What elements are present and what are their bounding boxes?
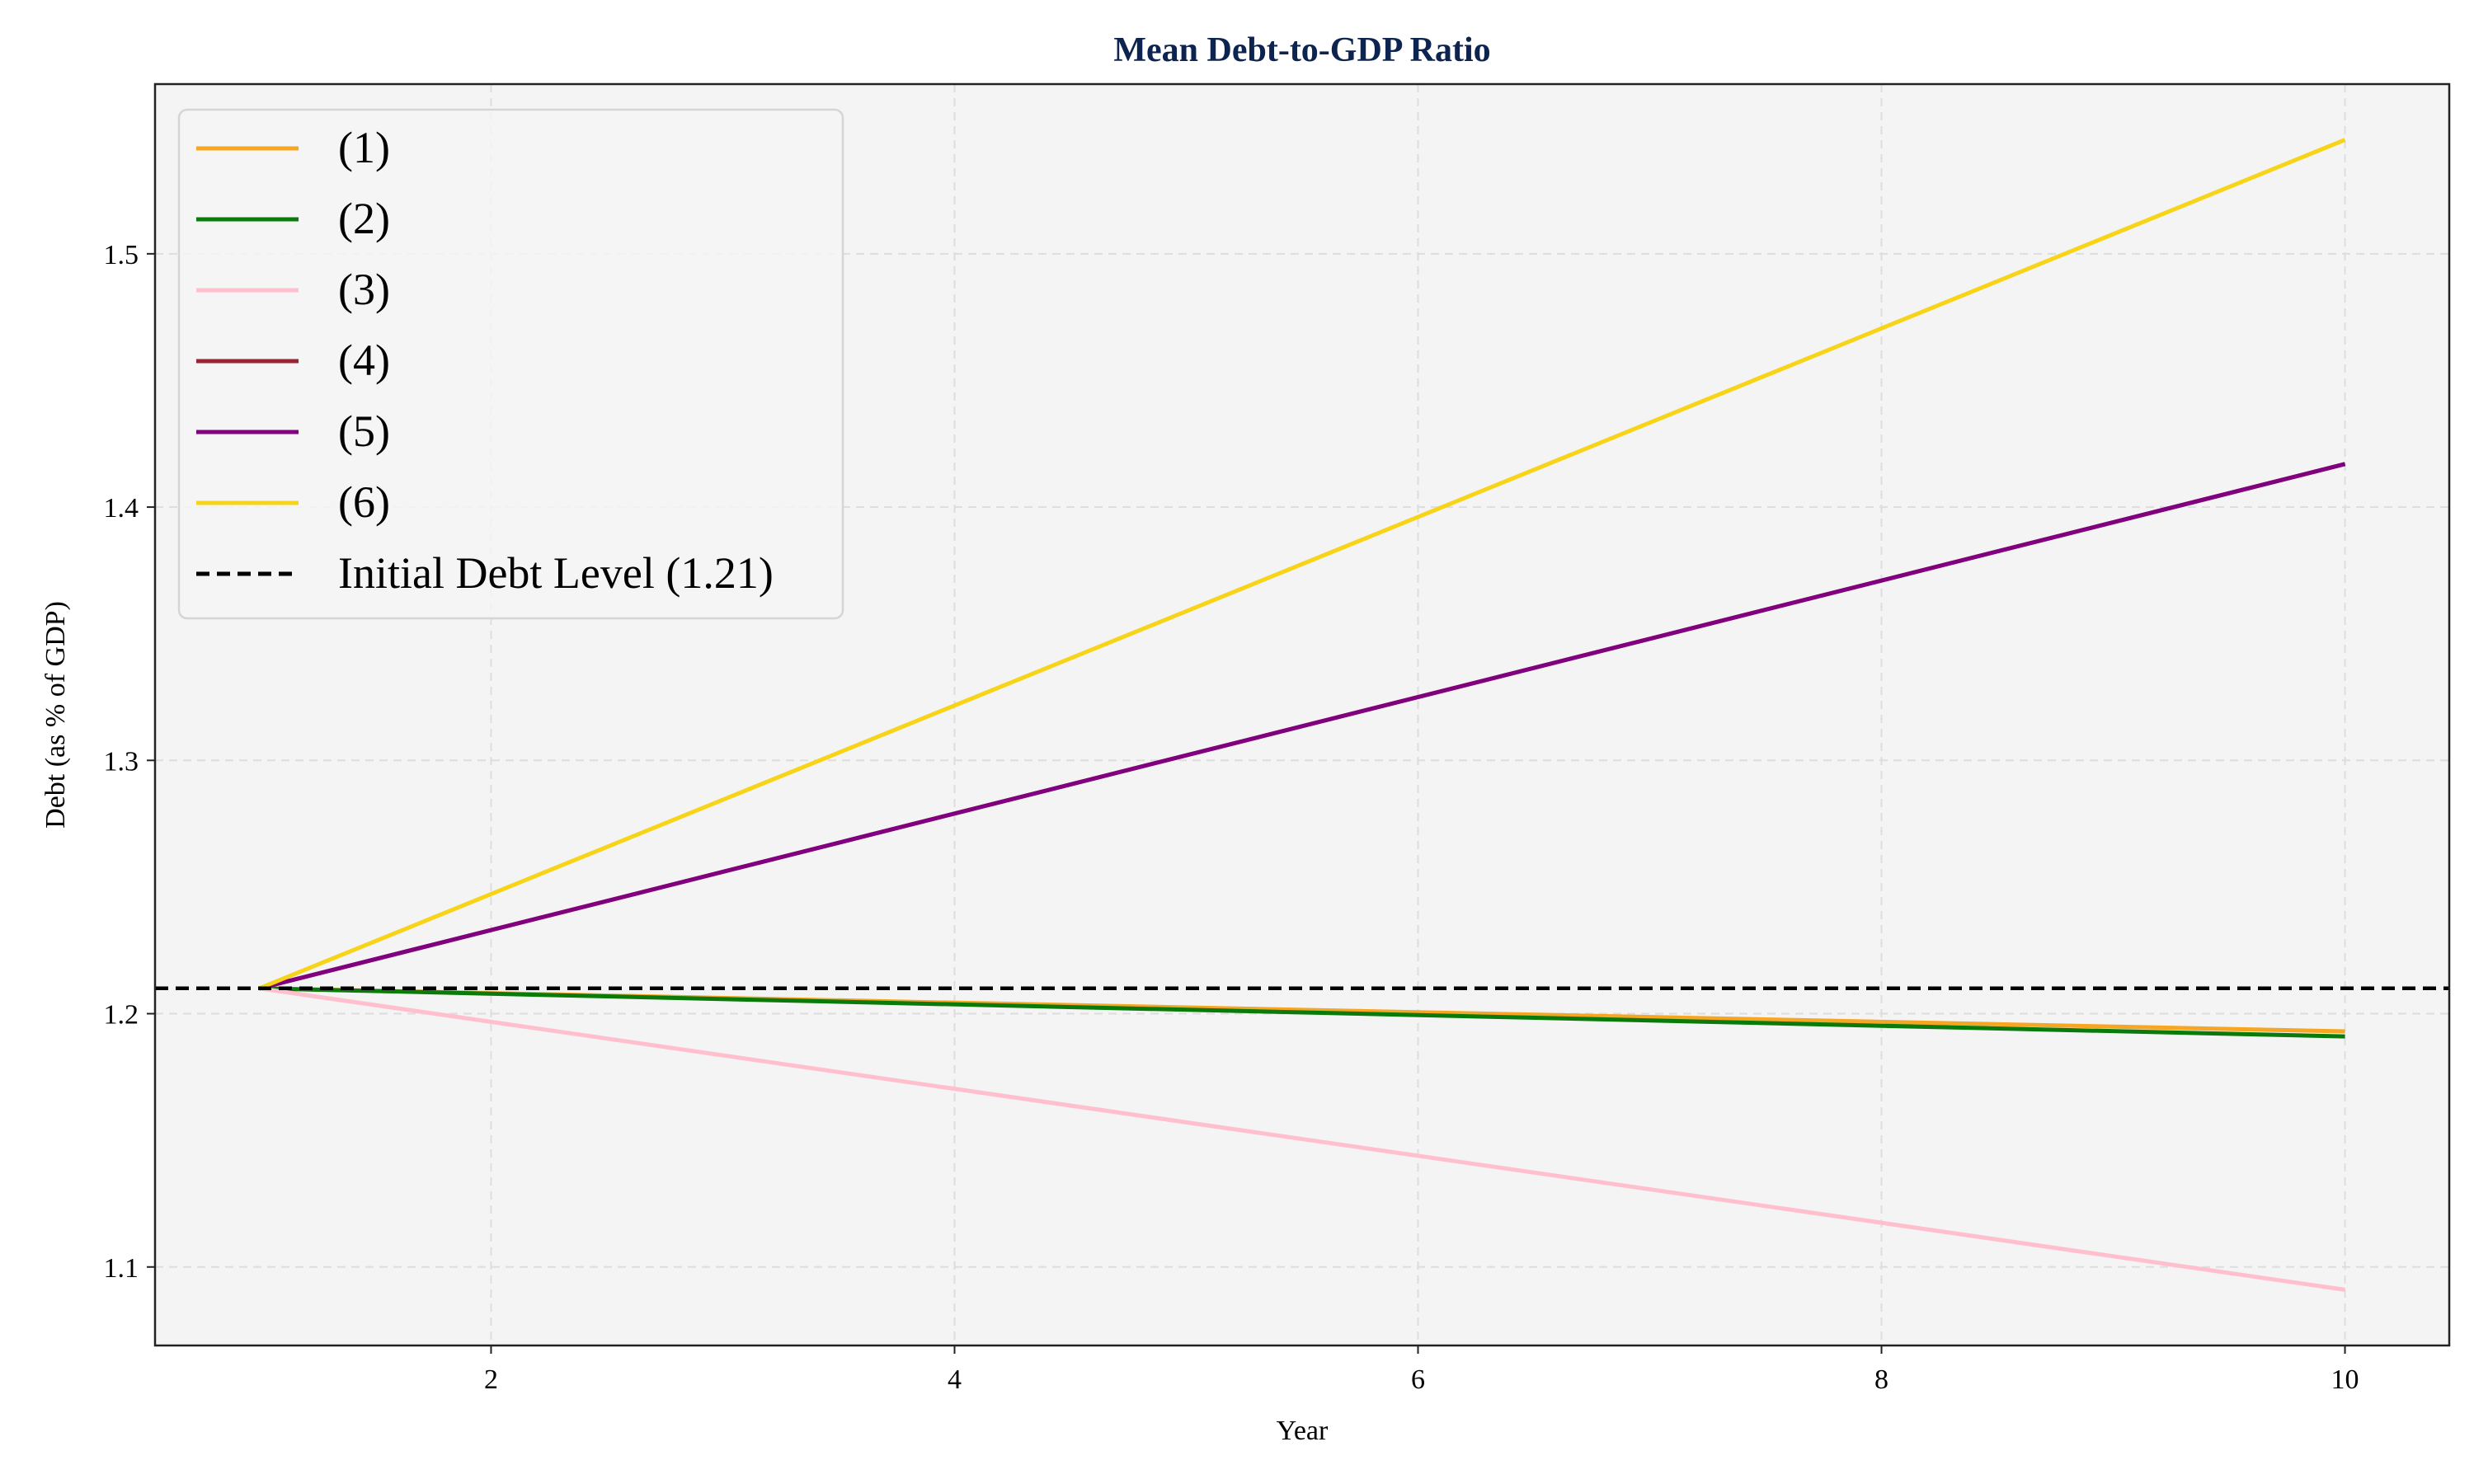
x-tick-label: 6 bbox=[1411, 1364, 1425, 1395]
legend-label: (1) bbox=[338, 123, 390, 172]
legend-label: Initial Debt Level (1.21) bbox=[338, 548, 774, 598]
series-line-3 bbox=[259, 986, 2345, 1292]
chart-title: Mean Debt-to-GDP Ratio bbox=[1113, 31, 1490, 69]
legend-label: (3) bbox=[338, 265, 390, 314]
legend-label: (4) bbox=[338, 336, 390, 385]
y-tick-label: 1.2 bbox=[104, 1000, 139, 1031]
series-lines bbox=[258, 138, 2346, 1292]
y-tick-label: 1.3 bbox=[104, 746, 139, 777]
legend-items: (1) (2) (3) (4) (5) (6) Initial Debt Level (1.… bbox=[196, 123, 774, 598]
plot-frame bbox=[153, 82, 2451, 1347]
series-line-5 bbox=[258, 462, 2346, 991]
legend-label: (6) bbox=[338, 477, 390, 527]
series-line-2 bbox=[259, 986, 2345, 1039]
x-axis: 2 4 6 8 10 bbox=[484, 1345, 2359, 1395]
y-axis-label: Debt (as % of GDP) bbox=[40, 601, 71, 829]
y-tick-label: 1.5 bbox=[104, 240, 139, 270]
legend-label: (5) bbox=[338, 406, 390, 456]
x-tick-label: 8 bbox=[1874, 1364, 1888, 1395]
y-axis: 1.1 1.2 1.3 1.4 1.5 bbox=[104, 240, 155, 1284]
x-tick-label: 2 bbox=[484, 1364, 498, 1395]
legend-box bbox=[177, 108, 844, 620]
y-tick-label: 1.1 bbox=[104, 1253, 139, 1284]
x-tick-label: 4 bbox=[948, 1364, 962, 1395]
legend-label: (2) bbox=[338, 194, 390, 243]
x-axis-label: Year bbox=[1277, 1416, 1329, 1446]
y-tick-label: 1.4 bbox=[104, 493, 139, 524]
series-line-6 bbox=[258, 138, 2346, 991]
legend: (1) (2) (3) (4) (5) (6) Initial Debt Level (1.… bbox=[177, 108, 844, 620]
x-tick-label: 10 bbox=[2331, 1364, 2359, 1395]
